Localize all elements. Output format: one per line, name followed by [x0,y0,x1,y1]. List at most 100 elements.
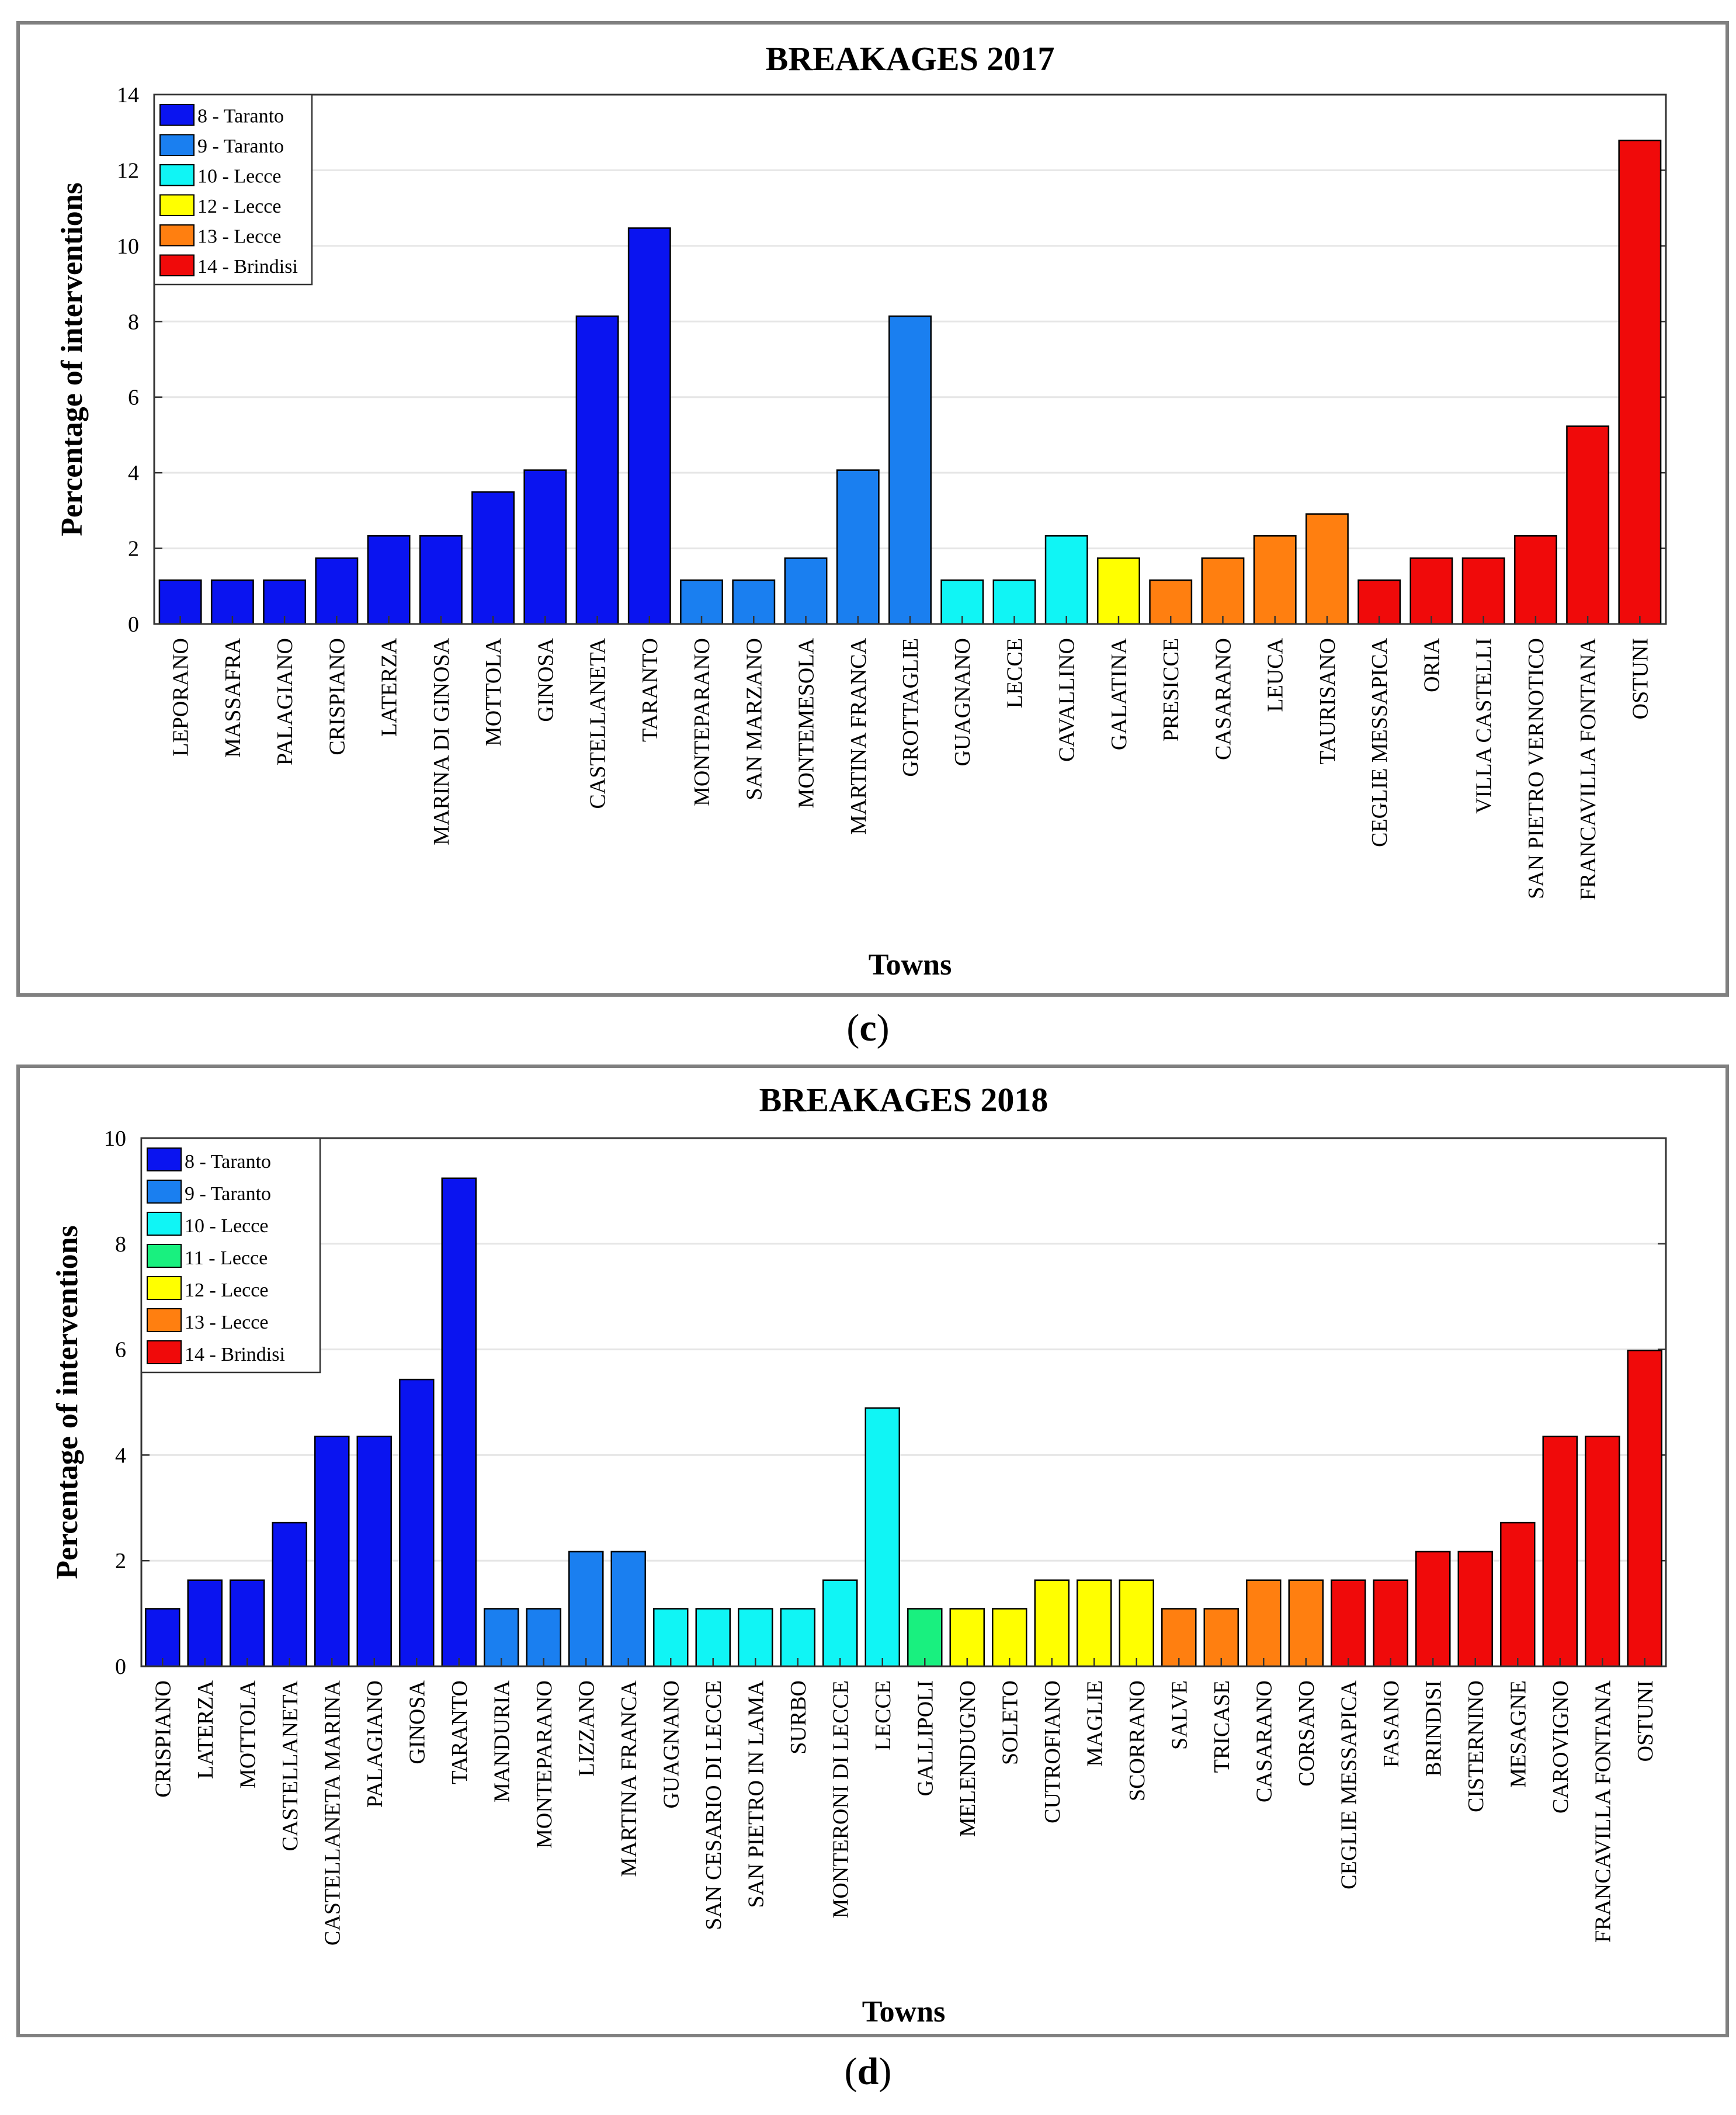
caption-d-letter: d [857,2050,879,2093]
chart-c-bar [523,469,567,625]
chart-d-bar [1627,1350,1662,1667]
chart-d-title: BREAKAGES 2018 [759,1081,1048,1119]
chart-d-bar [822,1579,858,1667]
chart-c-xtick-label: CAVALLINO [1055,638,1079,762]
chart-d-bar [399,1378,435,1667]
chart-c-legend-swatch [159,134,195,156]
chart-d-xtick-label: OSTUNI [1633,1680,1658,1762]
chart-d-bar [1203,1608,1239,1667]
chart-c-bar [1461,557,1505,625]
chart-c-xtick-label: MARINA DI GINOSA [429,637,454,845]
chart-d-xtick-label: CEGLIE MESSAPICA [1336,1680,1361,1889]
chart-c-xtick-label: SAN PIETRO VERNOTICO [1524,638,1548,899]
chart-d-legend-swatch [147,1276,182,1300]
caption-d: (d) [844,2050,892,2093]
chart-c-xlabel: Towns [869,948,952,982]
chart-c-legend-swatch [159,164,195,186]
chart-c-bar [784,557,828,625]
chart-d-ytick-label: 0 [115,1655,126,1679]
chart-d-bar [1119,1579,1154,1667]
chart-d-xtick-label: CORSANO [1294,1680,1319,1787]
chart-d-ytick-label: 10 [104,1126,126,1151]
chart-d-bar [441,1177,477,1667]
chart-c-xtick-label: PALAGIANO [273,638,297,765]
chart-c-xtick-label: LATERZA [377,637,402,736]
chart-c-xtick-label: OSTUNI [1628,638,1652,719]
caption-c-letter: c [859,1007,877,1049]
chart-c-ytick-label: 4 [128,461,139,486]
chart-c-legend-label: 10 - Lecce [197,166,281,188]
chart-c-xtick-label: MONTEMESOLA [794,637,819,808]
chart-c-legend-swatch [159,224,195,247]
chart-c-ytick-label: 12 [117,158,139,183]
chart-c-bar [1409,557,1453,625]
chart-d-legend-swatch [147,1244,182,1268]
chart-c-legend-label: 12 - Lecce [197,196,281,217]
chart-d-xtick-label: SCORRANO [1125,1680,1150,1801]
chart-c-bar [419,535,463,625]
chart-c-bar [315,557,359,625]
chart-c-legend-label: 13 - Lecce [197,226,281,248]
chart-c-ytick-label: 6 [128,386,139,410]
chart-d-xtick-label: FRANCAVILLA FONTANA [1591,1680,1615,1943]
chart-d-xtick-label: FASANO [1379,1680,1404,1767]
chart-d-bar [780,1608,815,1667]
chart-d-ytick-label: 6 [115,1338,126,1362]
chart-d-ytick-label: 4 [115,1443,126,1468]
chart-d-xtick-label: GINOSA [405,1680,429,1764]
chart-c-xtick-label: ORIA [1419,637,1444,692]
chart-c-bar [1253,535,1297,625]
chart-c-xtick-label: TARANTO [638,638,662,742]
chart-d-xtick-label: CUTROFIANO [1040,1680,1065,1823]
chart-d-xtick-label: SAN PIETRO IN LAMA [744,1680,768,1908]
chart-c-legend-swatch [159,194,195,216]
chart-c-bar [1618,140,1662,625]
chart-c-xtick-label: GINOSA [533,637,558,722]
chart-d-bar [1457,1551,1493,1667]
chart-c-legend-swatch [159,104,195,126]
chart-c-ylabel: Percentage of interventions [55,182,89,536]
chart-c-xtick-label: FRANCAVILLA FONTANA [1576,637,1600,900]
chart-d-bar [1415,1551,1451,1667]
chart-d-bar [1585,1436,1620,1667]
chart-c-xtick-label: MONTEPARANO [690,638,714,806]
chart-d-bar [992,1608,1027,1667]
chart-c-xtick-label: LEPORANO [169,638,193,757]
chart-d-bar [864,1407,900,1667]
chart-d-xtick-label: MONTEPARANO [532,1680,557,1849]
chart-d-bar [230,1579,265,1667]
chart-d-bar [145,1608,180,1667]
chart-d-xtick-label: LIZZANO [574,1680,599,1777]
chart-d-xtick-label: CASTELLANETA [278,1680,303,1851]
chart-c-bar [1305,513,1349,625]
chart-c-bar [1044,535,1088,625]
chart-c-ytick-label: 2 [128,537,139,561]
chart-d-bar [610,1551,646,1667]
chart-d-xtick-label: BRINDISI [1421,1680,1446,1777]
chart-d-bar [1288,1579,1324,1667]
chart-d-xtick-label: MARTINA FRANCA [617,1680,641,1877]
chart-c-bar [367,535,411,625]
chart-d-legend-swatch [147,1308,182,1332]
chart-d-xtick-label: CASTELLANETA MARINA [320,1680,345,1946]
chart-d-xtick-label: MONTERONI DI LECCE [828,1680,853,1918]
chart-d-xtick-label: SALVE [1167,1680,1192,1750]
chart-d-xtick-label: GUAGNANO [659,1680,683,1809]
chart-d-ytick-label: 2 [115,1549,126,1573]
chart-d-bar [738,1608,773,1667]
chart-d-bar [695,1608,731,1667]
chart-d-bar [1542,1436,1578,1667]
chart-d-bar [1331,1579,1366,1667]
chart-d-bar [314,1436,350,1667]
chart-d-xtick-label: MANDURIA [489,1680,514,1802]
chart-d-bar [356,1436,392,1667]
chart-d-xtick-label: MESAGNE [1506,1680,1530,1788]
chart-c-axes-box [153,93,1667,625]
chart-d-bar [949,1608,985,1667]
chart-d-xtick-label: LECCE [871,1680,895,1750]
chart-d-legend-label: 12 - Lecce [185,1280,268,1301]
chart-c-xtick-label: CRISPIANO [325,638,349,755]
chart-c-title: BREAKAGES 2017 [766,40,1055,78]
chart-c-xtick-label: CASARANO [1211,638,1235,760]
